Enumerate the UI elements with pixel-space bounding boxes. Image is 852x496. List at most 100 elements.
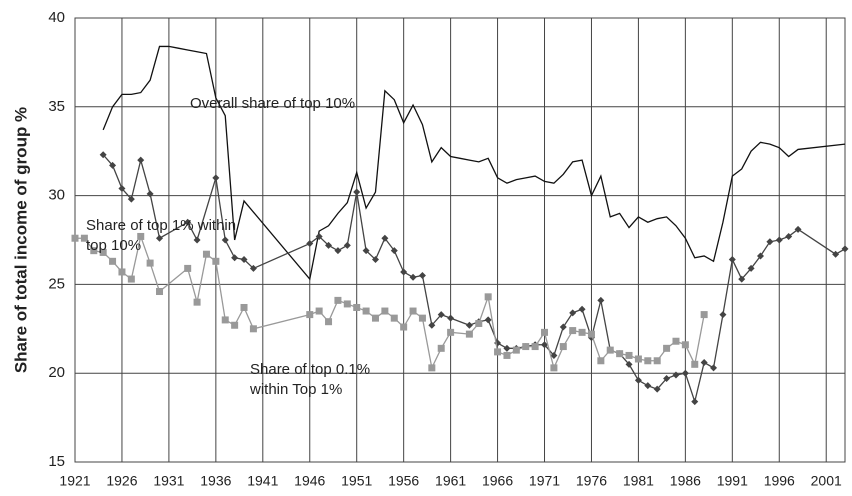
- point: [221, 236, 229, 244]
- point: [606, 346, 614, 354]
- point: [184, 264, 192, 272]
- point: [785, 232, 793, 240]
- point: [212, 257, 220, 265]
- point: [90, 247, 98, 255]
- point: [447, 328, 455, 336]
- point: [428, 364, 436, 372]
- y-axis-label: Share of total income of group %: [11, 107, 30, 373]
- series-line: [102, 154, 846, 404]
- point: [691, 398, 699, 406]
- point: [156, 288, 164, 296]
- point: [672, 371, 680, 379]
- point: [118, 268, 126, 276]
- point: [710, 364, 718, 372]
- point: [137, 232, 145, 240]
- y-tick-label: 30: [48, 187, 65, 204]
- x-tick-label: 1976: [576, 473, 607, 489]
- x-tick-label: 1981: [623, 473, 654, 489]
- point: [437, 344, 445, 352]
- y-tick-label: 40: [48, 9, 65, 26]
- point: [334, 296, 342, 304]
- point: [306, 240, 314, 248]
- point: [597, 296, 605, 304]
- point: [578, 328, 586, 336]
- point: [681, 369, 689, 377]
- y-tick-label: 25: [48, 275, 65, 292]
- point: [118, 184, 126, 192]
- point: [625, 351, 633, 359]
- point: [531, 343, 539, 351]
- point: [644, 357, 652, 365]
- point: [616, 350, 624, 358]
- x-tick-label: 1926: [106, 473, 137, 489]
- x-tick-label: 1956: [388, 473, 419, 489]
- x-tick-label: 1966: [482, 473, 513, 489]
- point: [362, 247, 370, 255]
- point: [353, 188, 361, 196]
- x-tick-label: 1936: [200, 473, 231, 489]
- y-tick-label: 15: [48, 453, 65, 470]
- point: [653, 357, 661, 365]
- point: [541, 328, 549, 336]
- point: [109, 257, 117, 265]
- x-tick-label: 1931: [153, 473, 184, 489]
- point: [587, 330, 595, 338]
- annotation: Share of top 1% within: [86, 217, 236, 234]
- point: [315, 232, 323, 240]
- point: [353, 303, 361, 311]
- point: [221, 316, 229, 324]
- x-tick-label: 1951: [341, 473, 372, 489]
- point: [400, 323, 408, 331]
- x-tick-label: 2001: [811, 473, 842, 489]
- point: [418, 314, 426, 322]
- point: [550, 351, 558, 359]
- point: [325, 318, 333, 326]
- point: [71, 234, 79, 242]
- x-tick-label: 1921: [59, 473, 90, 489]
- point: [371, 314, 379, 322]
- point: [503, 351, 511, 359]
- point: [738, 275, 746, 283]
- point: [663, 375, 671, 383]
- x-tick-label: 1986: [670, 473, 701, 489]
- point: [381, 234, 389, 242]
- point: [503, 344, 511, 352]
- annotation: Share of top 0.1%: [250, 361, 370, 378]
- point: [597, 357, 605, 365]
- point: [719, 311, 727, 319]
- point: [625, 360, 633, 368]
- point: [522, 343, 530, 351]
- x-tick-label: 1991: [717, 473, 748, 489]
- point: [343, 300, 351, 308]
- point: [400, 268, 408, 276]
- point: [146, 190, 154, 198]
- series-line: [102, 45, 846, 281]
- point: [127, 275, 135, 283]
- point: [184, 218, 192, 226]
- point: [371, 256, 379, 264]
- point: [212, 174, 220, 182]
- point: [541, 341, 549, 349]
- point: [700, 311, 708, 319]
- point: [756, 252, 764, 260]
- point: [409, 273, 417, 281]
- point: [634, 376, 642, 384]
- point: [475, 319, 483, 327]
- x-tick-label: 1946: [294, 473, 325, 489]
- annotation: top 10%: [86, 237, 141, 254]
- point: [231, 321, 239, 329]
- point: [249, 264, 257, 272]
- point: [137, 156, 145, 164]
- point: [447, 314, 455, 322]
- point: [127, 195, 135, 203]
- point: [428, 321, 436, 329]
- annotation: within Top 1%: [249, 381, 342, 398]
- point: [146, 259, 154, 267]
- point: [240, 303, 248, 311]
- point: [794, 225, 802, 233]
- point: [569, 309, 577, 317]
- point: [672, 337, 680, 345]
- annotation: Overall share of top 10%: [190, 95, 355, 112]
- point: [465, 321, 473, 329]
